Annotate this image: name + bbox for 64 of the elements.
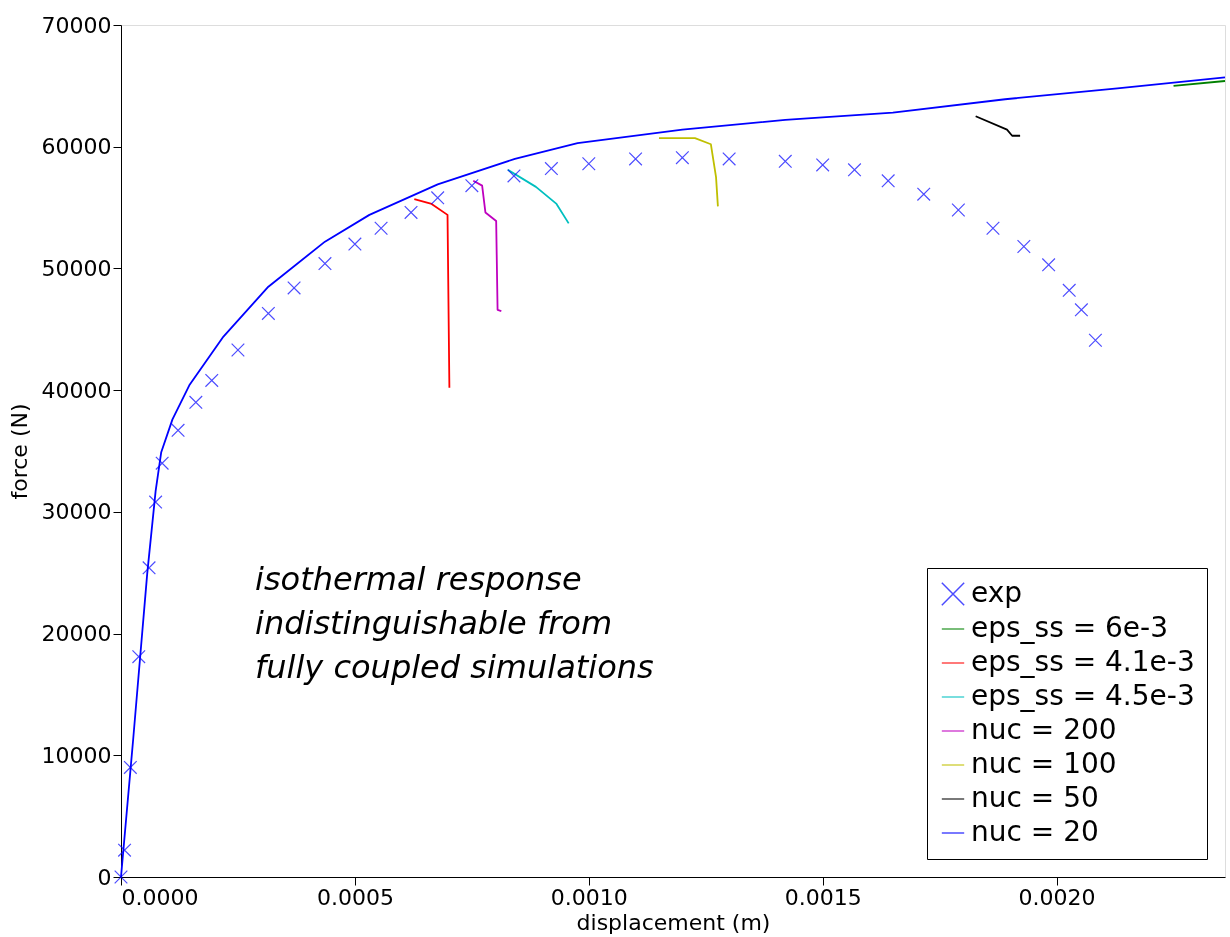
point [404, 205, 418, 220]
point [117, 843, 132, 858]
x-axis-title: displacement (m) [576, 909, 771, 935]
y-tick-label: 0 [97, 864, 112, 890]
x-tick-label: 0.0005 [316, 884, 394, 910]
legend-label: nuc = 20 [971, 815, 1099, 848]
y-tick-label: 10000 [41, 742, 112, 768]
legend-label: eps_ss = 6e-3 [971, 611, 1168, 644]
y-axis-title: force (N) [6, 403, 32, 500]
point [148, 495, 163, 510]
point [131, 649, 146, 664]
point [347, 237, 362, 252]
point [287, 280, 302, 295]
point [171, 423, 185, 438]
x-tick-label: 0.0010 [550, 884, 628, 910]
y-tick-label: 40000 [41, 377, 112, 403]
point [847, 162, 862, 177]
line-series [658, 137, 719, 208]
point [464, 178, 479, 193]
point [1088, 333, 1103, 348]
point [815, 158, 830, 172]
point [430, 190, 445, 205]
point [722, 151, 737, 166]
point [188, 395, 203, 410]
y-tick-label: 30000 [41, 499, 112, 525]
point [951, 203, 966, 217]
point [204, 373, 219, 388]
legend-label: eps_ss = 4.1e-3 [971, 645, 1195, 678]
point [507, 169, 521, 183]
legend-label: nuc = 200 [971, 713, 1117, 746]
legend-label: nuc = 50 [971, 781, 1099, 814]
point [881, 173, 896, 188]
point [986, 221, 1000, 236]
x-tick-label: 0.0000 [121, 884, 199, 910]
legend-label: nuc = 100 [971, 747, 1117, 780]
point [675, 150, 690, 165]
point [231, 343, 245, 357]
point [916, 187, 931, 202]
point [123, 760, 138, 775]
y-tick-label: 70000 [41, 12, 112, 38]
legend-label: eps_ss = 4.5e-3 [971, 679, 1195, 712]
point [142, 560, 156, 575]
point [1062, 283, 1077, 298]
point [778, 154, 793, 169]
point [1016, 239, 1031, 254]
line-series [472, 179, 503, 312]
point [374, 221, 389, 236]
point [261, 306, 276, 321]
point [628, 151, 643, 166]
x-tick-label: 0.0020 [1018, 884, 1096, 910]
point [318, 256, 332, 271]
y-tick-label: 50000 [41, 255, 112, 281]
y-tick-label: 60000 [41, 134, 112, 160]
point [1041, 257, 1056, 272]
point [1074, 302, 1089, 317]
annotation: isothermal response indistinguishable from fully coupled simulations [255, 560, 654, 686]
line-series [506, 168, 570, 225]
point [155, 456, 170, 471]
y-tick-label: 20000 [41, 621, 112, 647]
point [544, 161, 559, 176]
point [581, 156, 596, 171]
line-series [413, 198, 451, 389]
legend-label: exp [971, 576, 1023, 609]
x-tick-label: 0.0015 [784, 884, 862, 910]
